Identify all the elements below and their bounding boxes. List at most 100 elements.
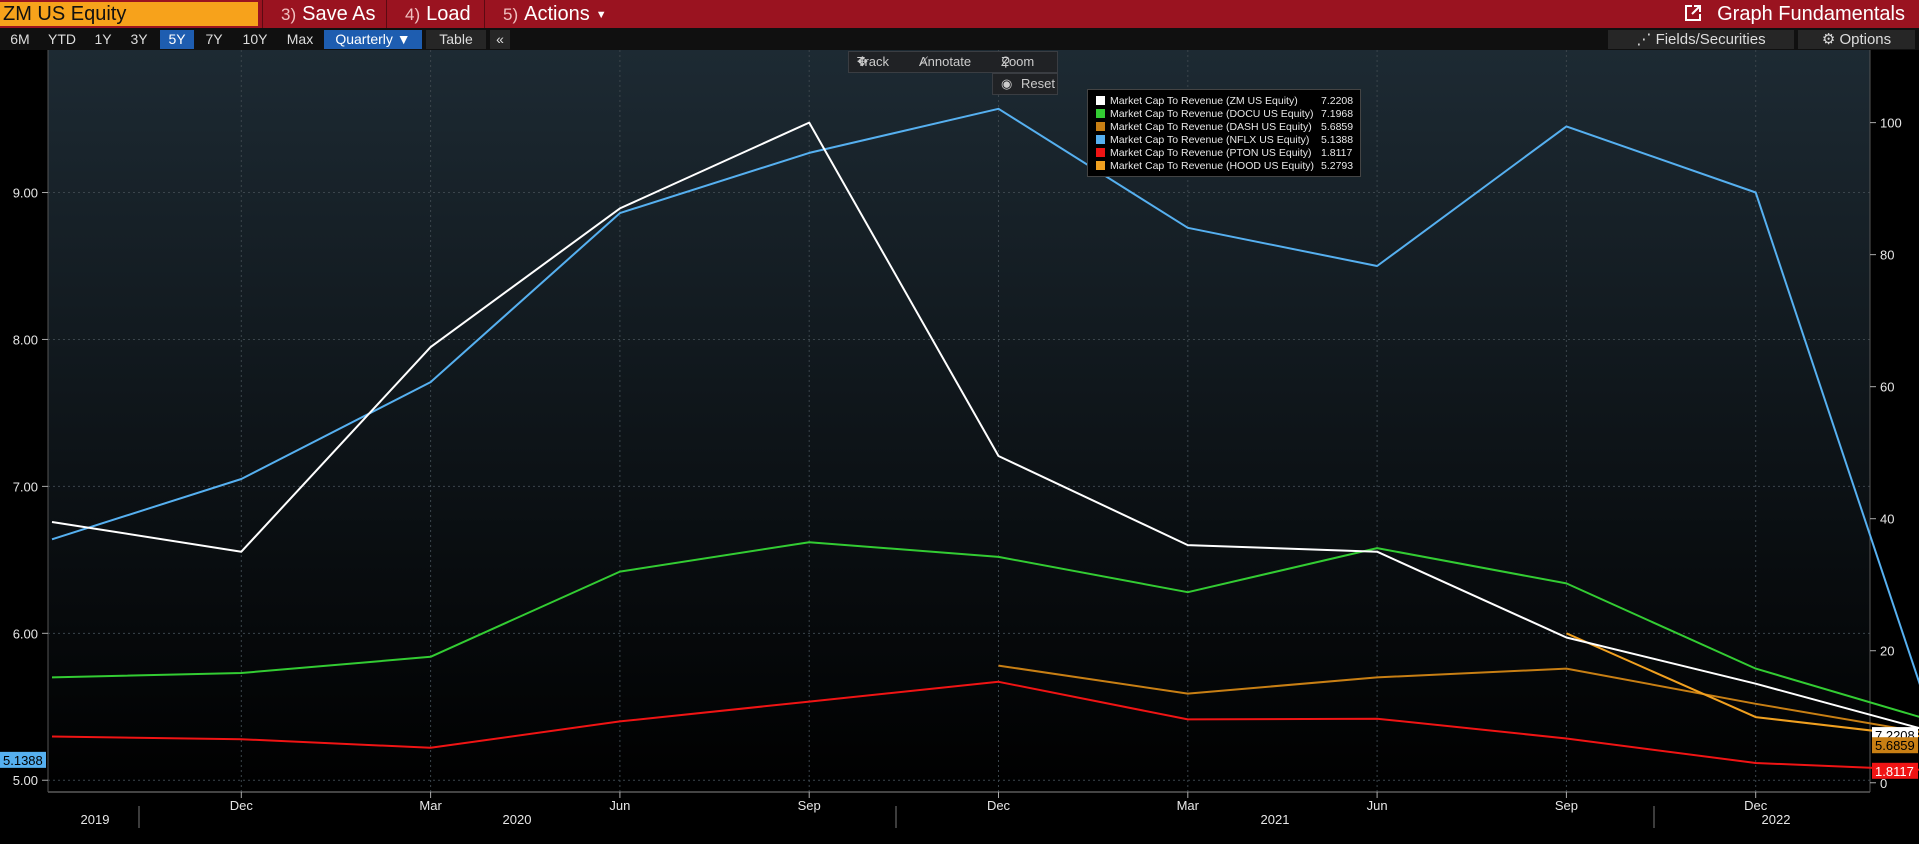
right-tick-label: 60 <box>1880 380 1894 395</box>
legend-label: Market Cap To Revenue (ZM US Equity) <box>1110 95 1298 107</box>
left-axis-ticks: 5.00 6.00 7.00 8.00 9.00 <box>13 186 48 788</box>
legend-label: Market Cap To Revenue (DASH US Equity) <box>1110 121 1312 133</box>
range-max-button[interactable]: Max <box>286 31 314 47</box>
legend-swatch <box>1096 96 1105 105</box>
right-value-tag <box>1872 737 1918 754</box>
series-line-dash <box>998 664 1919 733</box>
legend-value: 5.1388 <box>1321 134 1354 146</box>
range-10y-button[interactable]: 10Y <box>242 31 268 47</box>
legend-item-hood: Market Cap To Revenue (HOOD US Equity) 5.… <box>1096 160 1353 173</box>
legend-label: Market Cap To Revenue (HOOD US Equity) <box>1110 160 1315 172</box>
right-tick-label: 100 <box>1880 116 1902 131</box>
left-tick-label: 7.00 <box>13 479 38 494</box>
left-tick-label: 8.00 <box>13 332 38 347</box>
legend-label: Market Cap To Revenue (PTON US Equity) <box>1110 147 1312 159</box>
ticker-field[interactable]: ZM US Equity <box>0 2 258 26</box>
right-tick-label: 0 <box>1880 776 1887 791</box>
options-button[interactable]: ⚙ Options <box>1798 30 1915 49</box>
x-year-label: 2020 <box>503 812 532 827</box>
x-tick-label: Dec <box>1744 798 1768 813</box>
x-year-label: 2019 <box>81 812 110 827</box>
legend-swatch <box>1096 122 1105 131</box>
top-toolbar: ZM US Equity 3) Save As 4) Load 5) Actions ▼… <box>0 0 1919 28</box>
chart-area[interactable]: 5.00 6.00 7.00 8.00 9.00 0 20 40 60 80 100 Dec Mar… <box>0 50 1919 844</box>
range-toolbar: 6M YTD 1Y 3Y 5Y 7Y 10Y Max Quarterly ▼ T… <box>0 28 1919 50</box>
range-3y-button[interactable]: 3Y <box>130 31 148 47</box>
left-tick-label: 5.00 <box>13 773 38 788</box>
external-link-icon <box>1685 5 1702 21</box>
legend-swatch <box>1096 161 1105 170</box>
legend-value: 5.2793 <box>1321 160 1354 172</box>
legend-label: Market Cap To Revenue (NFLX US Equity) <box>1110 134 1310 146</box>
legend-item-zm: Market Cap To Revenue (ZM US Equity) 7.22… <box>1096 95 1353 108</box>
reset-label: Reset <box>1021 76 1055 91</box>
collapse-button[interactable]: « <box>490 30 510 49</box>
zoom-label: Zoom <box>1001 54 1035 69</box>
x-tick-label: Dec <box>987 798 1011 813</box>
left-tick-label: 9.00 <box>13 186 38 201</box>
legend-item-pton: Market Cap To Revenue (PTON US Equity) 1.… <box>1096 147 1352 160</box>
legend-value: 7.1968 <box>1321 108 1354 120</box>
range-5y-button[interactable]: 5Y <box>160 30 194 49</box>
x-tick-label: Dec <box>230 798 254 813</box>
range-6m-button[interactable]: 6M <box>10 31 30 47</box>
graph-fundamentals-label: Graph Fundamentals <box>1717 3 1905 25</box>
range-ytd-button[interactable]: YTD <box>48 31 76 47</box>
legend-item-nflx: Market Cap To Revenue (NFLX US Equity) 5.… <box>1096 134 1353 147</box>
save-as-label: Save As <box>302 3 376 25</box>
right-value-tag <box>1872 762 1918 779</box>
gear-icon: ⚙ <box>1821 31 1840 48</box>
save-as-button[interactable]: 3) Save As <box>262 0 384 28</box>
right-value-tag-label: 5.6859 <box>1875 738 1915 753</box>
series-line-docu <box>51 541 1919 718</box>
reset-button[interactable]: ◉ Reset <box>992 73 1058 95</box>
right-tick-label: 40 <box>1880 512 1894 527</box>
x-year-label: 2021 <box>1261 812 1290 827</box>
series-line-zm <box>51 121 1919 730</box>
save-as-number: 3) <box>281 5 297 24</box>
crosshair-icon: ✥ <box>857 54 868 69</box>
left-value-tag <box>0 751 46 768</box>
actions-number: 5) <box>503 5 519 24</box>
left-tick-label: 6.00 <box>13 626 38 641</box>
chart-legend[interactable]: Market Cap To Revenue (ZM US Equity) 7.22… <box>1087 89 1361 177</box>
series-lines <box>51 107 1919 771</box>
load-number: 4) <box>405 5 421 24</box>
graph-fundamentals-title[interactable]: Graph Fundamentals <box>1683 0 1905 28</box>
legend-swatch <box>1096 148 1105 157</box>
legend-label: Market Cap To Revenue (DOCU US Equity) <box>1110 108 1314 120</box>
right-tick-label: 80 <box>1880 248 1894 263</box>
right-axis-ticks: 0 20 40 60 80 100 <box>1870 116 1902 791</box>
series-line-pton <box>51 680 1919 771</box>
range-7y-button[interactable]: 7Y <box>205 31 223 47</box>
load-button[interactable]: 4) Load <box>386 0 482 28</box>
track-label: Track <box>857 54 890 69</box>
fields-securities-button[interactable]: ⋰ Fields/Securities <box>1608 30 1794 49</box>
left-value-tag-label: 5.1388 <box>3 753 43 768</box>
legend-item-docu: Market Cap To Revenue (DOCU US Equity) 7.… <box>1096 108 1353 121</box>
plot-background <box>48 50 1870 792</box>
pencil-icon: ⟋ <box>919 54 929 69</box>
legend-item-dash: Market Cap To Revenue (DASH US Equity) 5.… <box>1096 121 1353 134</box>
fields-securities-label: Fields/Securities <box>1655 31 1766 48</box>
right-tick-label: 20 <box>1880 644 1894 659</box>
table-button[interactable]: Table <box>426 30 486 49</box>
radio-icon: ◉ <box>1001 76 1013 91</box>
magnifier-icon: ⚲ <box>1001 54 1011 69</box>
period-dropdown[interactable]: Quarterly ▼ <box>324 30 422 49</box>
options-label: Options <box>1839 31 1892 48</box>
legend-swatch <box>1096 109 1105 118</box>
x-tick-label: Sep <box>798 798 821 813</box>
chevron-down-icon: ▼ <box>595 8 607 21</box>
x-tick-label: Jun <box>1367 798 1388 813</box>
actions-button[interactable]: 5) Actions ▼ <box>484 0 622 28</box>
x-tick-label: Mar <box>1177 798 1200 813</box>
grid-lines <box>48 50 1870 792</box>
x-axis-ticks: DecMarJunSepDecMarJunSepDecMar2019202020… <box>81 792 1791 828</box>
x-year-label: 2022 <box>1762 812 1791 827</box>
x-tick-label: Sep <box>1555 798 1578 813</box>
legend-swatch <box>1096 135 1105 144</box>
legend-value: 5.6859 <box>1321 121 1354 133</box>
range-1y-button[interactable]: 1Y <box>94 31 112 47</box>
